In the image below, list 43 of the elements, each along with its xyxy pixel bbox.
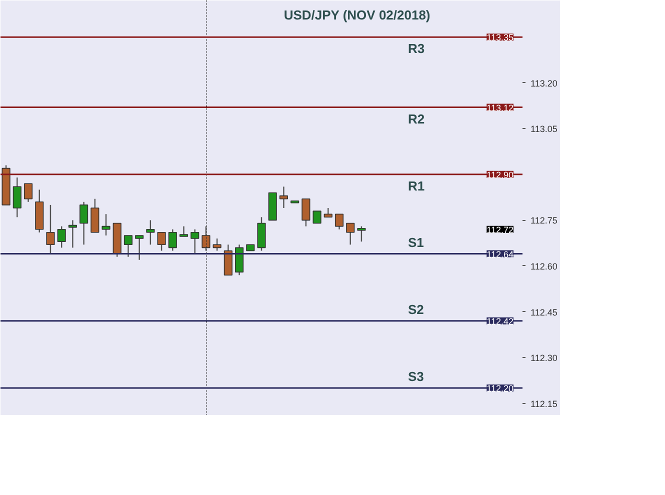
candlestick bbox=[279, 186, 288, 209]
candlestick bbox=[168, 228, 177, 252]
candlestick bbox=[357, 226, 366, 242]
candlestick bbox=[24, 182, 33, 202]
candlestick bbox=[124, 234, 133, 258]
candlestick bbox=[302, 198, 310, 227]
candlestick bbox=[324, 207, 332, 218]
candlestick bbox=[212, 238, 222, 252]
candlestick bbox=[68, 220, 77, 248]
ref-line-label: S2 bbox=[408, 302, 424, 317]
annotation: 112.90 bbox=[486, 170, 514, 180]
candlestick bbox=[312, 210, 322, 224]
candlestick bbox=[190, 228, 200, 254]
text: USD/JPY (NOV 02/2018) bbox=[284, 8, 430, 22]
candlestick bbox=[57, 226, 66, 248]
ref-line-label: R3 bbox=[408, 41, 425, 56]
annotation: 113.35 bbox=[486, 32, 514, 43]
candlestick bbox=[179, 226, 188, 237]
candlestick bbox=[146, 220, 155, 246]
candlestick bbox=[157, 232, 166, 252]
y-tick-label: 112.45 bbox=[530, 307, 558, 318]
ref-line-label: S1 bbox=[408, 234, 424, 250]
annotation: 112.42 bbox=[486, 316, 514, 326]
candlestick bbox=[80, 201, 88, 246]
candlestick bbox=[346, 222, 355, 246]
y-tick-label: 113.05 bbox=[530, 124, 558, 134]
annotation: 112.20 bbox=[486, 384, 514, 394]
candlestick bbox=[102, 214, 110, 236]
y-tick-label: 113.20 bbox=[530, 78, 558, 88]
ref-line-label: R2 bbox=[408, 111, 425, 126]
candlestick bbox=[135, 234, 144, 260]
annotation: 112.72 bbox=[486, 224, 514, 235]
ref-line-label: S3 bbox=[408, 369, 424, 384]
y-tick-label: 112.15 bbox=[530, 398, 558, 409]
annotation: 112.64 bbox=[486, 249, 514, 260]
candlestick bbox=[12, 176, 22, 218]
ref-line-label: R1 bbox=[408, 178, 425, 194]
annotation: 113.12 bbox=[486, 102, 514, 113]
candlestick bbox=[46, 204, 55, 254]
y-tick-label: 112.30 bbox=[530, 353, 558, 364]
y-tick-label: 112.75 bbox=[530, 216, 558, 226]
y-tick-label: 112.60 bbox=[530, 261, 558, 272]
candlestick bbox=[334, 214, 344, 230]
